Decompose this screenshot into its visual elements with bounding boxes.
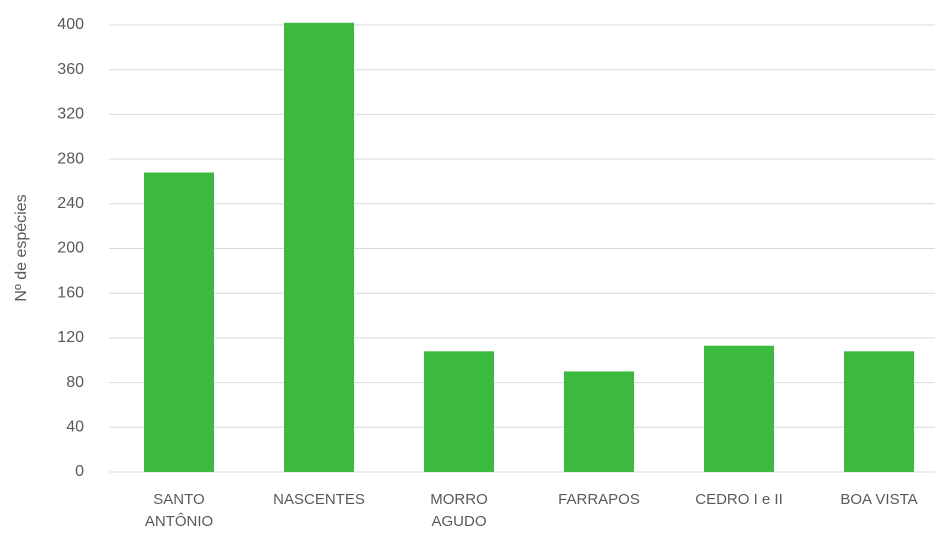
y-tick-label: 400 — [57, 16, 84, 33]
y-tick-label: 280 — [57, 150, 84, 167]
y-tick-label: 240 — [57, 195, 84, 212]
x-tick-label: MORRO AGUDO — [430, 491, 488, 530]
y-tick-label: 80 — [66, 374, 84, 391]
bar — [284, 22, 354, 472]
y-axis-title: Nº de espécies — [13, 194, 30, 301]
y-tick-label: 200 — [57, 240, 84, 257]
x-tick-label: BOA VISTA — [840, 491, 918, 508]
y-tick-label: 160 — [57, 284, 84, 301]
bar — [704, 345, 774, 472]
x-tick-label: FARRAPOS — [558, 491, 640, 508]
bar — [564, 371, 634, 472]
x-tick-label: NASCENTES — [273, 491, 365, 508]
x-tick-label: CEDRO I e II — [695, 491, 783, 508]
y-tick-label: 320 — [57, 106, 84, 123]
x-tick-label: SANTO ANTÔNIO — [144, 491, 214, 530]
bar — [424, 351, 494, 472]
y-tick-label: 360 — [57, 61, 84, 78]
y-tick-label: 40 — [66, 419, 84, 436]
bar — [844, 351, 914, 472]
bar — [144, 172, 214, 472]
y-tick-label: 120 — [57, 329, 84, 346]
y-tick-label: 0 — [75, 463, 84, 480]
